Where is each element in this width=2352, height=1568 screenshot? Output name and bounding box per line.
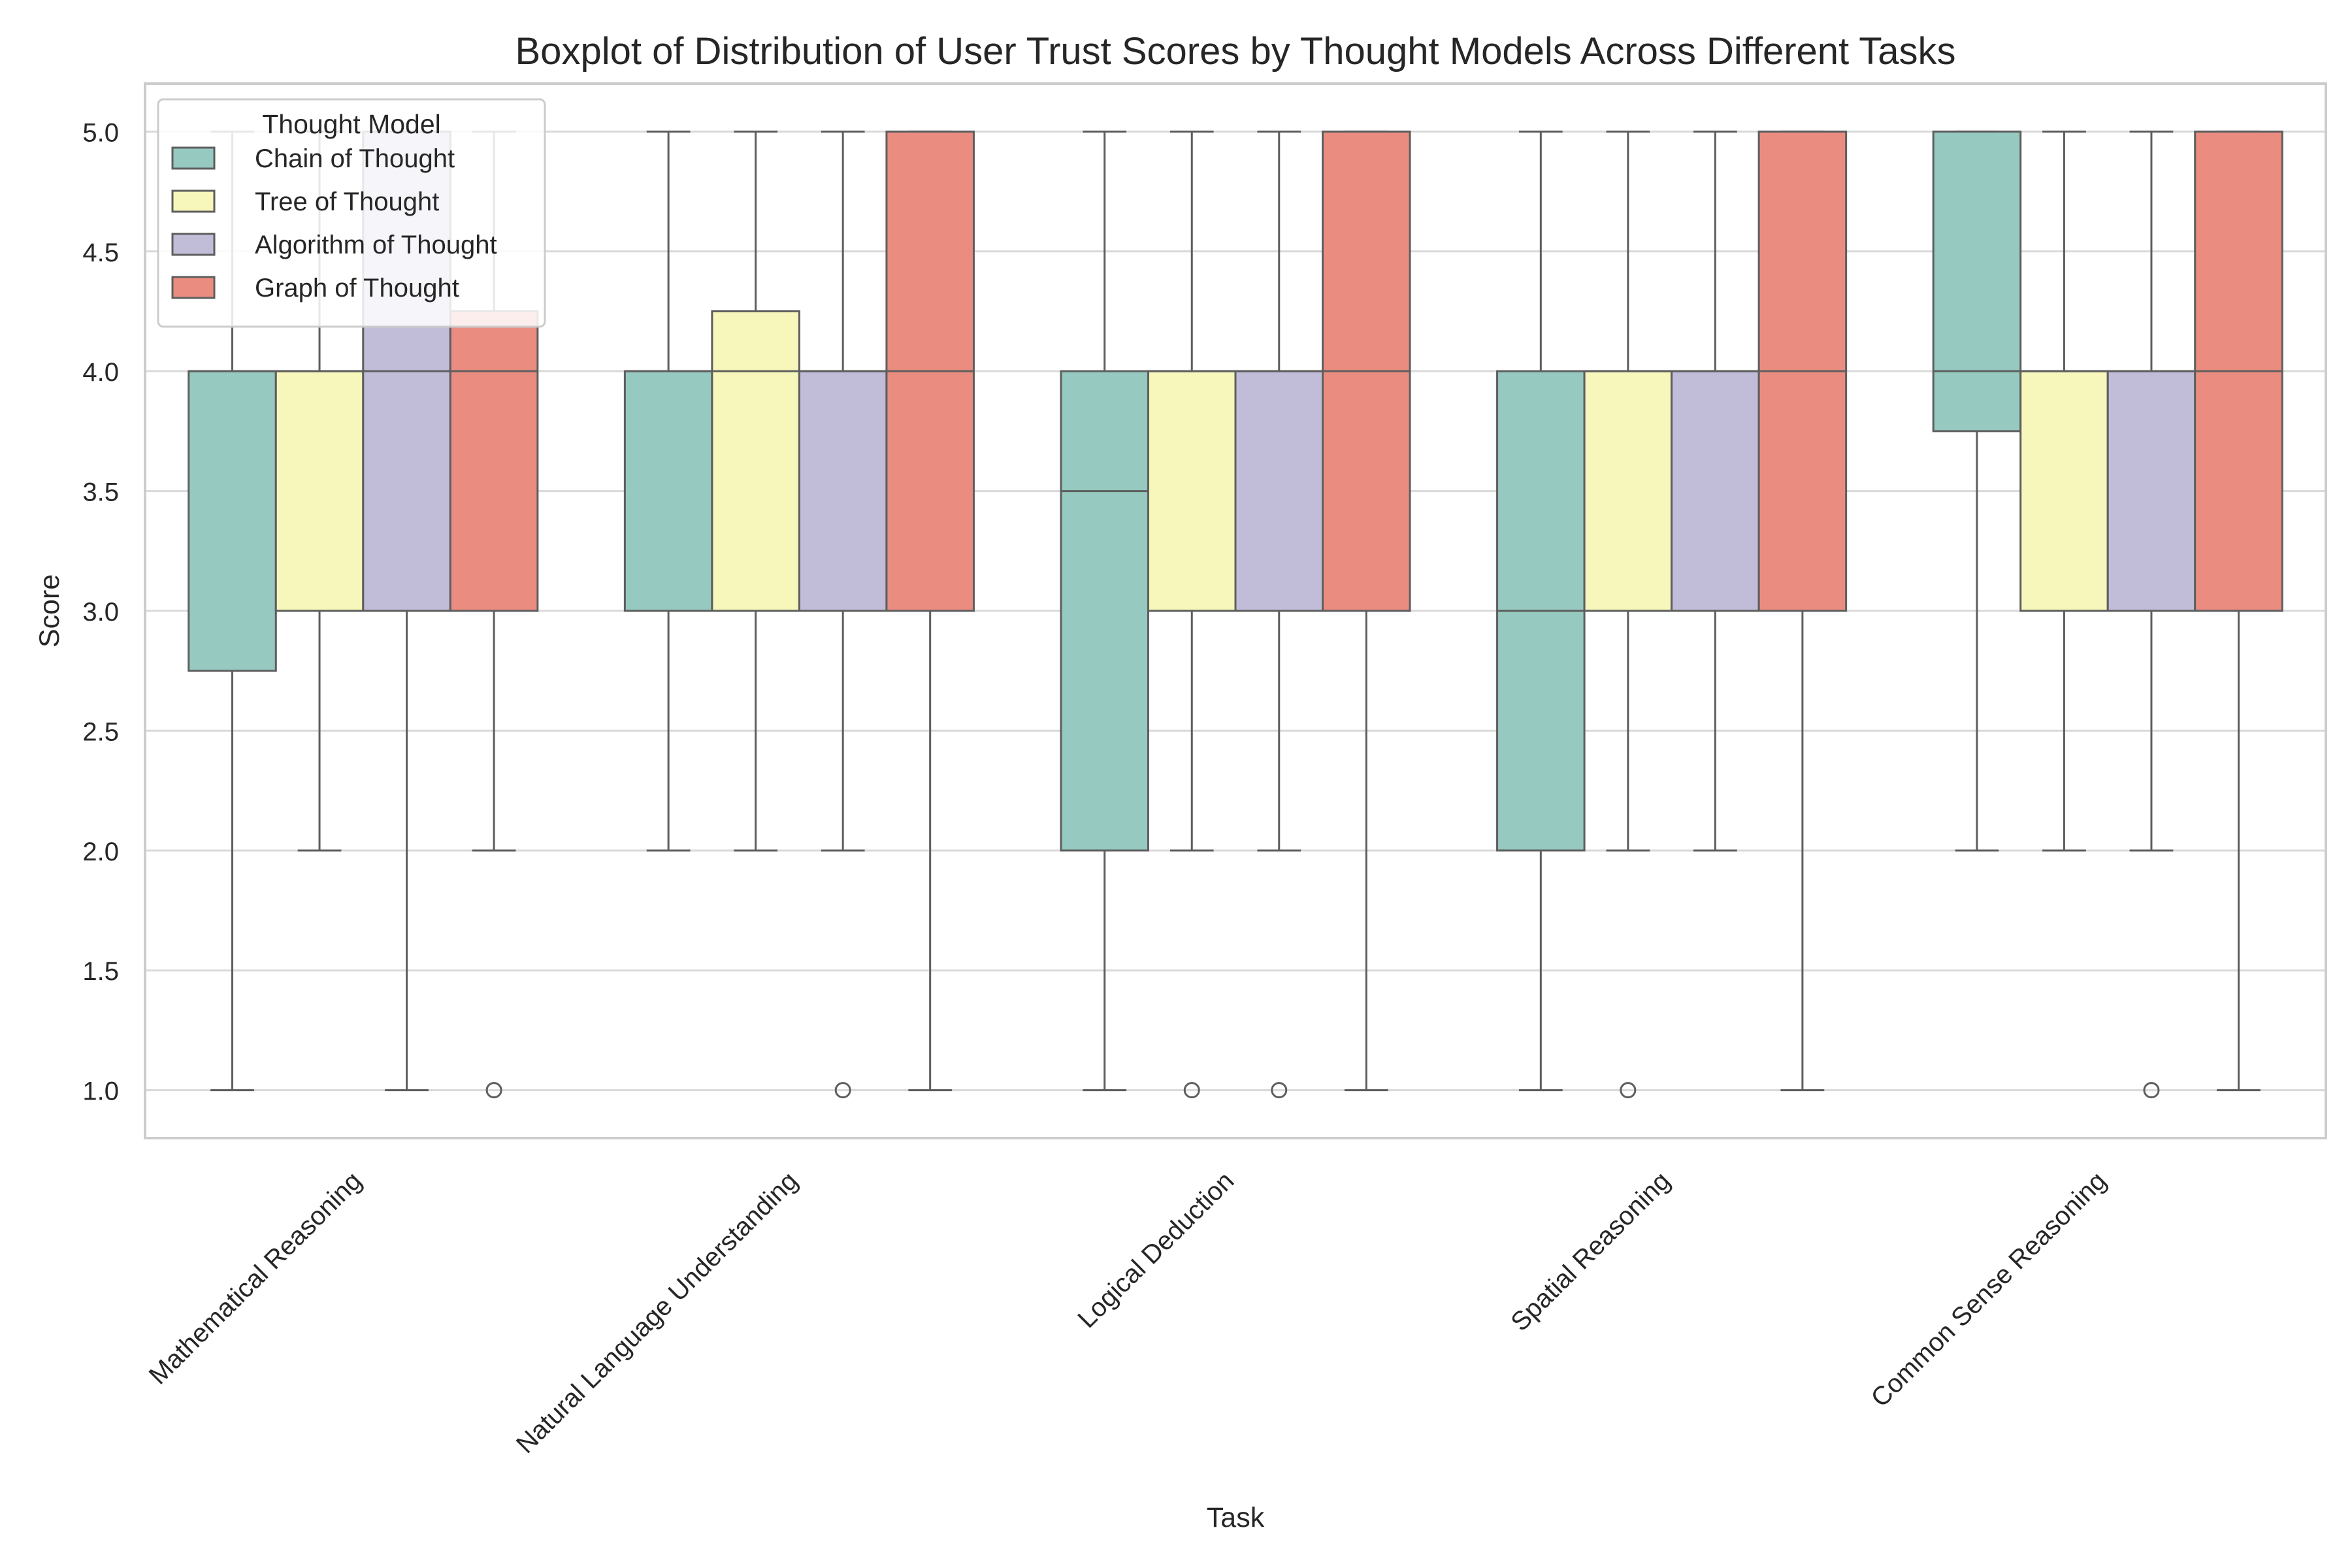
box-iqr bbox=[1932, 130, 2022, 433]
y-tick-label: 2.5 bbox=[82, 717, 119, 746]
box-4-3 bbox=[2194, 130, 2283, 1092]
box-0-3 bbox=[449, 130, 539, 1099]
box-0-0 bbox=[188, 130, 277, 1092]
outlier-point bbox=[834, 1082, 851, 1099]
box-3-0 bbox=[1496, 130, 1586, 1092]
y-tick-label: 1.0 bbox=[82, 1077, 119, 1106]
y-tick-label: 3.5 bbox=[82, 478, 119, 507]
legend-entry: Algorithm of Thought bbox=[255, 231, 497, 259]
box-iqr bbox=[2106, 370, 2197, 612]
legend-entry: Chain of Thought bbox=[255, 144, 455, 173]
outlier-point bbox=[485, 1082, 502, 1099]
legend: Thought Model Chain of Thought Tree of Th… bbox=[157, 98, 546, 328]
box-iqr bbox=[1060, 370, 1149, 852]
box-iqr bbox=[1671, 370, 1760, 612]
box-iqr bbox=[798, 370, 888, 612]
legend-swatch bbox=[171, 233, 216, 256]
outlier-point bbox=[1183, 1082, 1200, 1099]
x-axis-label: Task bbox=[1207, 1502, 1265, 1533]
box-1-0 bbox=[623, 130, 713, 852]
box-iqr bbox=[188, 370, 277, 672]
y-axis-ticks: 1.0 1.5 2.0 2.5 3.0 3.5 4.0 4.5 5.0 bbox=[82, 118, 119, 1105]
box-2-1 bbox=[1147, 130, 1237, 1099]
box-1-3 bbox=[885, 130, 975, 1092]
boxes bbox=[188, 130, 2283, 1099]
box-iqr bbox=[623, 370, 713, 612]
box-2-3 bbox=[1322, 130, 1411, 1092]
box-iqr bbox=[711, 310, 800, 612]
legend-swatch bbox=[171, 146, 216, 170]
box-iqr bbox=[274, 370, 365, 612]
y-axis-label: Score bbox=[34, 574, 65, 647]
legend-swatch bbox=[171, 189, 216, 213]
outlier-point bbox=[1271, 1082, 1288, 1099]
outlier-point bbox=[2143, 1082, 2160, 1099]
outlier-point bbox=[1620, 1082, 1637, 1099]
box-4-2 bbox=[2106, 130, 2197, 1099]
legend-swatch bbox=[171, 276, 216, 299]
legend-frame bbox=[157, 98, 546, 328]
y-tick-label: 4.0 bbox=[82, 358, 119, 387]
box-4-1 bbox=[2019, 130, 2109, 852]
box-iqr bbox=[1234, 370, 1324, 612]
box-3-3 bbox=[1757, 130, 1848, 1092]
y-tick-label: 4.5 bbox=[82, 238, 119, 267]
box-iqr bbox=[1147, 370, 1237, 612]
legend-entry: Tree of Thought bbox=[255, 188, 439, 216]
legend-title: Thought Model bbox=[262, 109, 441, 139]
box-4-0 bbox=[1932, 130, 2022, 852]
y-tick-label: 3.0 bbox=[82, 598, 119, 627]
box-3-2 bbox=[1671, 130, 1760, 852]
plot-frame bbox=[144, 82, 2327, 1139]
box-iqr bbox=[449, 310, 539, 612]
y-tick-label: 2.0 bbox=[82, 838, 119, 866]
y-tick-label: 1.5 bbox=[82, 957, 119, 986]
chart-title: Boxplot of Distribution of User Trust Sc… bbox=[515, 30, 1956, 73]
box-iqr bbox=[1583, 370, 1673, 612]
legend-entry: Graph of Thought bbox=[255, 274, 459, 302]
box-3-1 bbox=[1583, 130, 1673, 1099]
box-0-1 bbox=[274, 130, 365, 852]
box-1-1 bbox=[711, 130, 800, 852]
box-2-0 bbox=[1060, 130, 1149, 1092]
y-tick-label: 5.0 bbox=[82, 118, 119, 147]
box-iqr bbox=[2019, 370, 2109, 612]
